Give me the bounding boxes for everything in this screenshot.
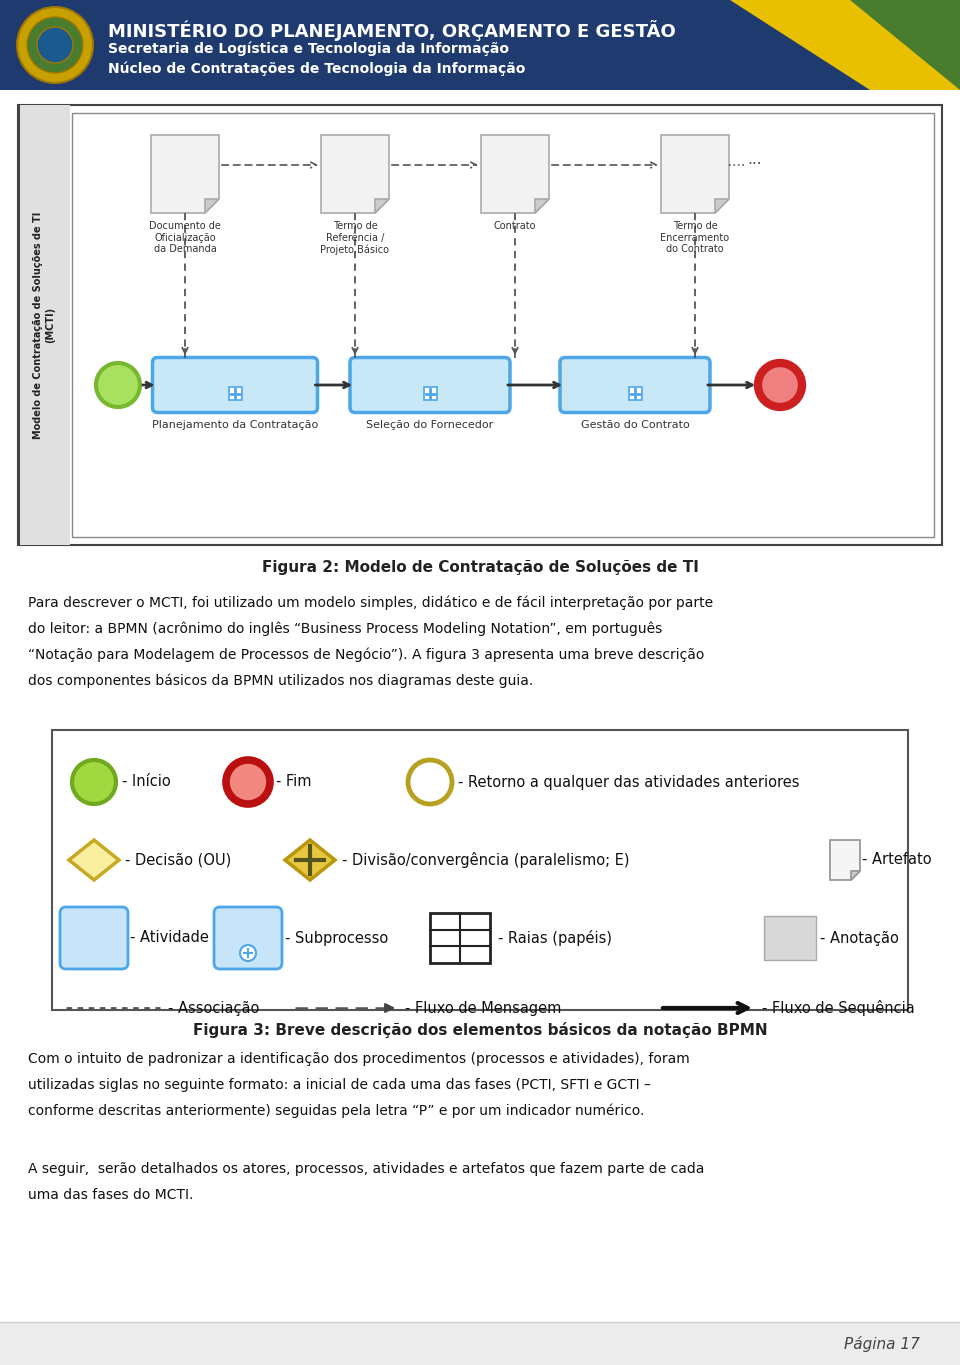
Text: - Retorno a qualquer das atividades anteriores: - Retorno a qualquer das atividades ante… bbox=[458, 774, 800, 789]
Text: Contrato: Contrato bbox=[493, 221, 537, 231]
Circle shape bbox=[96, 363, 140, 407]
Circle shape bbox=[37, 27, 73, 63]
FancyBboxPatch shape bbox=[0, 1323, 960, 1365]
Polygon shape bbox=[205, 199, 219, 213]
Polygon shape bbox=[69, 839, 119, 880]
Polygon shape bbox=[375, 199, 389, 213]
Text: Secretaria de Logística e Tecnologia da Informação: Secretaria de Logística e Tecnologia da … bbox=[108, 42, 509, 56]
Text: - Associação: - Associação bbox=[168, 1001, 259, 1016]
Text: - Fluxo de Sequência: - Fluxo de Sequência bbox=[762, 1001, 915, 1016]
Circle shape bbox=[226, 760, 270, 804]
Circle shape bbox=[758, 363, 802, 407]
FancyBboxPatch shape bbox=[0, 0, 960, 90]
Text: Para descrever o MCTI, foi utilizado um modelo simples, didático e de fácil inte: Para descrever o MCTI, foi utilizado um … bbox=[28, 595, 713, 610]
Text: Figura 2: Modelo de Contratação de Soluções de TI: Figura 2: Modelo de Contratação de Soluç… bbox=[261, 560, 699, 575]
Text: Documento de
Oficialização
da Demanda: Documento de Oficialização da Demanda bbox=[149, 221, 221, 254]
Circle shape bbox=[72, 760, 116, 804]
Text: Termo de
Referência /
Projeto Básico: Termo de Referência / Projeto Básico bbox=[321, 221, 390, 255]
FancyBboxPatch shape bbox=[153, 358, 318, 412]
Polygon shape bbox=[730, 0, 960, 90]
Text: A seguir,  serão detalhados os atores, processos, atividades e artefatos que faz: A seguir, serão detalhados os atores, pr… bbox=[28, 1162, 705, 1177]
Text: - Divisão/convergência (paralelismo; E): - Divisão/convergência (paralelismo; E) bbox=[342, 852, 630, 868]
FancyBboxPatch shape bbox=[423, 388, 437, 400]
FancyBboxPatch shape bbox=[72, 113, 934, 536]
Text: Gestão do Contrato: Gestão do Contrato bbox=[581, 419, 689, 430]
Text: “Notação para Modelagem de Processos de Negócio”). A figura 3 apresenta uma brev: “Notação para Modelagem de Processos de … bbox=[28, 647, 705, 662]
Text: Núcleo de Contratações de Tecnologia da Informação: Núcleo de Contratações de Tecnologia da … bbox=[108, 61, 525, 76]
FancyBboxPatch shape bbox=[430, 913, 490, 962]
Text: - Subprocesso: - Subprocesso bbox=[285, 931, 388, 946]
Polygon shape bbox=[285, 839, 335, 880]
Polygon shape bbox=[715, 199, 729, 213]
Circle shape bbox=[17, 7, 93, 83]
Polygon shape bbox=[851, 871, 860, 880]
Text: conforme descritas anteriormente) seguidas pela letra “P” e por um indicador num: conforme descritas anteriormente) seguid… bbox=[28, 1104, 644, 1118]
FancyBboxPatch shape bbox=[18, 105, 70, 545]
Text: uma das fases do MCTI.: uma das fases do MCTI. bbox=[28, 1188, 193, 1203]
Text: Modelo de Contratação de Soluções de TI
(MCTI): Modelo de Contratação de Soluções de TI … bbox=[34, 212, 55, 438]
Polygon shape bbox=[661, 135, 729, 213]
Circle shape bbox=[408, 760, 452, 804]
FancyBboxPatch shape bbox=[52, 730, 908, 1010]
Text: - Fluxo de Mensagem: - Fluxo de Mensagem bbox=[405, 1001, 562, 1016]
Text: - Raias (papéis): - Raias (papéis) bbox=[498, 930, 612, 946]
Text: - Atividade: - Atividade bbox=[130, 931, 209, 946]
Text: Termo de
Encerramento
do Contrato: Termo de Encerramento do Contrato bbox=[660, 221, 730, 254]
Text: - Início: - Início bbox=[122, 774, 171, 789]
Circle shape bbox=[27, 16, 83, 72]
Text: Planejamento da Contratação: Planejamento da Contratação bbox=[152, 419, 318, 430]
Text: dos componentes básicos da BPMN utilizados nos diagramas deste guia.: dos componentes básicos da BPMN utilizad… bbox=[28, 673, 533, 688]
Text: ···: ··· bbox=[747, 157, 761, 172]
Polygon shape bbox=[151, 135, 219, 213]
FancyBboxPatch shape bbox=[764, 916, 816, 960]
Bar bbox=[18, 105, 19, 545]
Text: - Decisão (OU): - Decisão (OU) bbox=[125, 853, 231, 868]
Text: do leitor: a BPMN (acrônimo do inglês “Business Process Modeling Notation”, em p: do leitor: a BPMN (acrônimo do inglês “B… bbox=[28, 621, 662, 636]
Polygon shape bbox=[535, 199, 549, 213]
Text: utilizadas siglas no seguinte formato: a inicial de cada uma das fases (PCTI, SF: utilizadas siglas no seguinte formato: a… bbox=[28, 1078, 651, 1092]
FancyBboxPatch shape bbox=[214, 906, 282, 969]
Polygon shape bbox=[481, 135, 549, 213]
FancyBboxPatch shape bbox=[60, 906, 128, 969]
Text: - Artefato: - Artefato bbox=[862, 853, 931, 868]
Polygon shape bbox=[850, 0, 960, 90]
Polygon shape bbox=[830, 839, 860, 880]
Text: Seleção do Fornecedor: Seleção do Fornecedor bbox=[367, 419, 493, 430]
FancyBboxPatch shape bbox=[560, 358, 710, 412]
FancyBboxPatch shape bbox=[629, 388, 641, 400]
Text: Figura 3: Breve descrição dos elementos básicos da notação BPMN: Figura 3: Breve descrição dos elementos … bbox=[193, 1022, 767, 1037]
FancyBboxPatch shape bbox=[18, 105, 942, 545]
Circle shape bbox=[240, 945, 256, 961]
Text: Página 17: Página 17 bbox=[844, 1336, 920, 1351]
Text: - Fim: - Fim bbox=[276, 774, 311, 789]
Text: Com o intuito de padronizar a identificação dos procedimentos (processos e ativi: Com o intuito de padronizar a identifica… bbox=[28, 1052, 689, 1066]
FancyBboxPatch shape bbox=[350, 358, 510, 412]
Text: MINISTÉRIO DO PLANEJAMENTO, ORÇAMENTO E GESTÃO: MINISTÉRIO DO PLANEJAMENTO, ORÇAMENTO E … bbox=[108, 20, 676, 41]
FancyBboxPatch shape bbox=[228, 388, 242, 400]
Polygon shape bbox=[321, 135, 389, 213]
Text: - Anotação: - Anotação bbox=[820, 931, 899, 946]
